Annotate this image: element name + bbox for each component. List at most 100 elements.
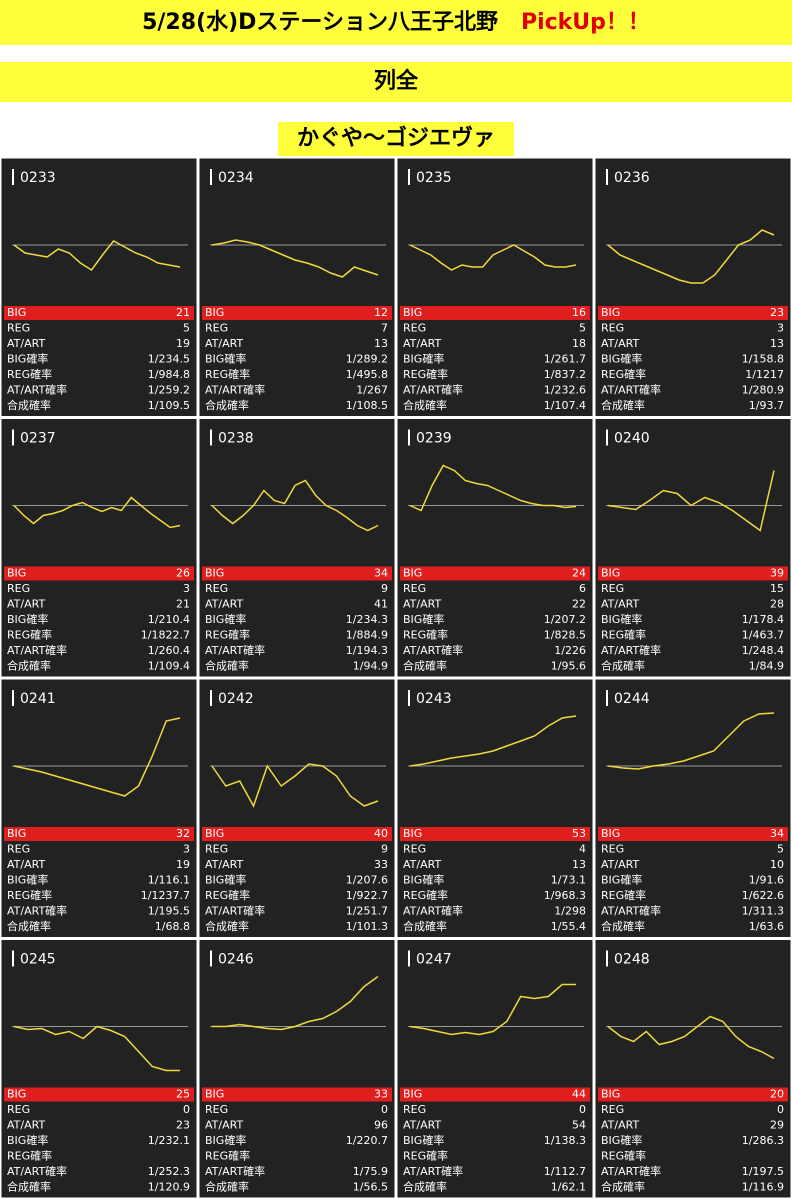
- stat-value: 5: [579, 322, 586, 335]
- stat-label: REG: [7, 1103, 30, 1116]
- cell: [197, 417, 397, 679]
- stat-value: 29: [770, 1119, 784, 1132]
- number-marker: [408, 429, 410, 446]
- stat-label: AT/ART: [601, 598, 639, 611]
- big-band: [4, 566, 194, 581]
- stat-label: BIG確率: [205, 612, 246, 626]
- stat-value: 1/93.7: [749, 399, 784, 412]
- cell: [197, 938, 397, 1200]
- stat-label: BIG: [7, 1088, 26, 1101]
- stat-value: 1/138.3: [544, 1134, 586, 1147]
- stat-label: REG確率: [205, 888, 250, 902]
- stat-value: 54: [572, 1119, 586, 1132]
- number-marker: [12, 169, 14, 185]
- big-band: [598, 306, 788, 320]
- stat-value: 1/463.7: [742, 629, 784, 642]
- stat-label: BIG確率: [601, 1133, 642, 1147]
- big-band: [202, 1087, 392, 1102]
- stat-label: AT/ART: [403, 598, 441, 611]
- header: 5/28(水)Dステーション八王子北野 PickUp！！: [0, 0, 792, 45]
- stat-value: 1/234.3: [346, 613, 388, 626]
- stat-value: 1/116.1: [148, 874, 190, 887]
- big-band: [598, 566, 788, 581]
- stat-label: AT/ART確率: [403, 1164, 463, 1178]
- stat-value: 1/207.6: [346, 874, 388, 887]
- big-band: [202, 827, 392, 841]
- stat-label: BIG: [601, 1088, 620, 1101]
- stat-label: REG確率: [601, 1149, 646, 1163]
- stat-label: AT/ART: [601, 858, 639, 871]
- cell: [0, 677, 199, 939]
- stat-label: BIG: [205, 827, 224, 840]
- stat-value: 1/158.8: [742, 353, 784, 366]
- graph-line: [607, 229, 775, 284]
- stat-value: 1/1217: [745, 368, 784, 381]
- stat-value: 26: [176, 567, 190, 580]
- stat-label: AT/ART: [205, 337, 243, 350]
- stat-label: 合成確率: [403, 659, 447, 673]
- stat-label: BIG確率: [205, 352, 246, 366]
- stat-value: 1/267: [356, 384, 388, 397]
- stat-label: REG: [403, 322, 426, 335]
- machine-number: 0238: [218, 431, 254, 447]
- stat-label: BIG確率: [601, 352, 642, 366]
- stat-value: 5: [777, 843, 784, 856]
- stat-value: 0: [579, 1103, 586, 1116]
- stat-value: 1/56.5: [353, 1181, 388, 1194]
- stat-label: AT/ART: [7, 598, 45, 611]
- stat-value: 1/112.7: [544, 1165, 586, 1178]
- stat-label: AT/ART: [7, 858, 45, 871]
- stat-value: 13: [374, 337, 388, 350]
- machine-number: 0245: [20, 952, 56, 968]
- graph-line: [607, 712, 775, 770]
- machine-number: 0237: [20, 431, 56, 447]
- number-marker: [408, 690, 410, 706]
- stat-value: 1/120.9: [148, 1181, 190, 1194]
- stat-value: 1/226: [554, 644, 586, 657]
- stat-value: 9: [381, 582, 388, 595]
- stat-value: 1/197.5: [742, 1165, 784, 1178]
- stat-value: 1/252.3: [148, 1165, 190, 1178]
- stat-label: BIG: [7, 567, 26, 580]
- big-band: [4, 827, 194, 841]
- stat-value: 1/261.7: [544, 353, 586, 366]
- stat-value: 1/109.5: [148, 399, 190, 412]
- stat-label: 合成確率: [601, 1180, 645, 1194]
- stat-value: 1/234.5: [148, 353, 190, 366]
- cell: [197, 157, 397, 418]
- stat-label: REG: [205, 582, 228, 595]
- stat-value: 1/116.9: [742, 1181, 784, 1194]
- stat-value: 1/68.8: [155, 920, 190, 933]
- stat-label: REG確率: [601, 367, 646, 381]
- stat-value: 1/622.6: [742, 889, 784, 902]
- big-band: [400, 306, 590, 320]
- stat-value: 7: [381, 322, 388, 335]
- cell: [593, 677, 792, 939]
- stat-value: 1/280.9: [742, 384, 784, 397]
- graph-line: [409, 244, 577, 271]
- number-marker: [606, 429, 608, 446]
- number-marker: [408, 950, 410, 967]
- stat-value: 18: [572, 337, 586, 350]
- stat-label: BIG確率: [7, 612, 48, 626]
- stat-value: 3: [183, 582, 190, 595]
- stat-value: 53: [572, 827, 586, 840]
- stat-label: BIG確率: [7, 1133, 48, 1147]
- machine-number: 0241: [20, 691, 56, 707]
- graph-line: [13, 1025, 180, 1072]
- stat-label: BIG確率: [205, 873, 246, 887]
- stat-label: REG: [601, 843, 624, 856]
- stat-label: REG: [7, 322, 30, 335]
- big-band: [4, 306, 194, 320]
- stat-value: 32: [176, 827, 190, 840]
- stat-value: 1/259.2: [148, 384, 190, 397]
- stat-label: AT/ART確率: [205, 643, 265, 657]
- stat-value: 25: [176, 1088, 190, 1101]
- stat-label: REG確率: [7, 628, 52, 642]
- stat-value: 3: [183, 843, 190, 856]
- stat-value: 10: [770, 858, 784, 871]
- stat-label: AT/ART確率: [205, 904, 265, 918]
- big-band: [400, 827, 590, 841]
- stat-value: 1/107.4: [544, 399, 586, 412]
